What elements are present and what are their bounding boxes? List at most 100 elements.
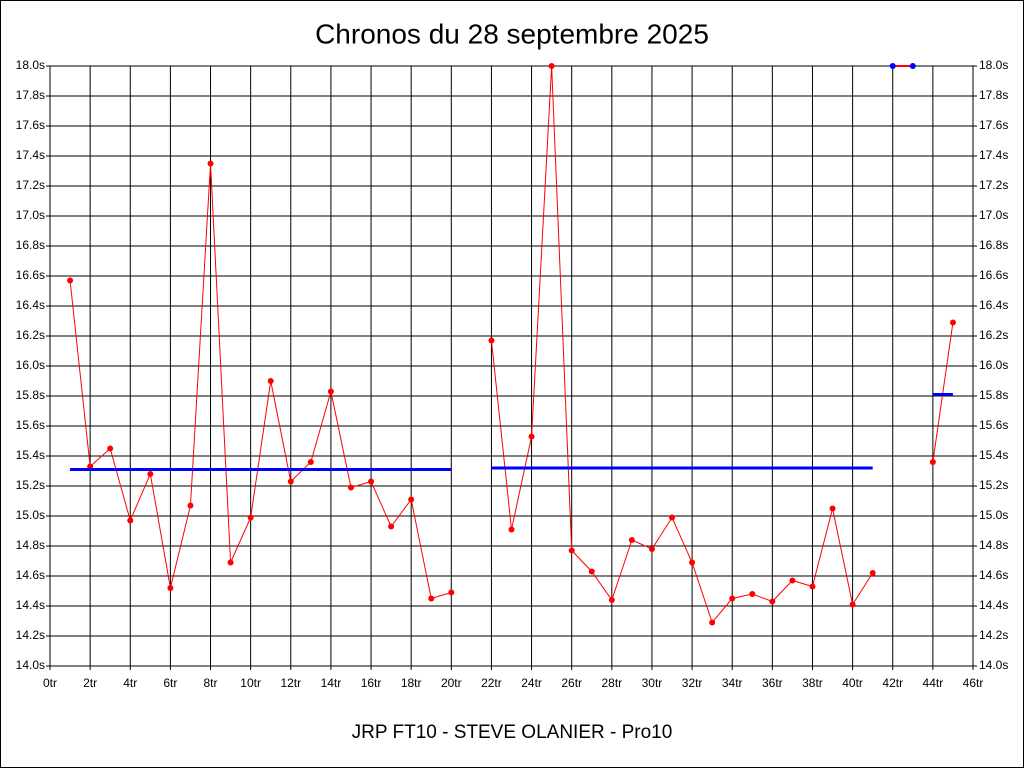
x-tick-label: 18tr: [401, 676, 422, 690]
y-tick-label: 15.4s: [16, 448, 45, 462]
y2-tick-label: 17.8s: [979, 88, 1008, 102]
point: [167, 585, 174, 591]
y-tick-label: 15.8s: [16, 388, 45, 402]
point: [789, 577, 796, 584]
y-tick-label: 17.6s: [16, 118, 45, 132]
point: [869, 570, 876, 576]
y2-tick-label: 15.0s: [979, 508, 1008, 522]
x-tick-label: 2tr: [83, 676, 97, 690]
point: [548, 63, 555, 69]
y2-tick-label: 17.2s: [979, 178, 1008, 192]
point: [608, 597, 615, 603]
y-tick-label: 14.4s: [16, 598, 45, 612]
point: [809, 583, 816, 590]
point: [508, 526, 515, 533]
x-tick-label: 28tr: [601, 676, 622, 690]
y2-tick-label: 15.2s: [979, 478, 1008, 492]
y-tick-label: 14.2s: [16, 628, 45, 642]
y-tick-label: 18.0s: [16, 58, 45, 72]
x-tick-label: 26tr: [561, 676, 582, 690]
y-tick-label: 16.4s: [16, 298, 45, 312]
point: [769, 598, 776, 605]
y-tick-label: 17.0s: [16, 208, 45, 222]
x-tick-label: 16tr: [361, 676, 382, 690]
point: [408, 496, 415, 503]
point: [147, 471, 154, 477]
y2-tick-label: 16.2s: [979, 328, 1008, 342]
point: [588, 568, 595, 575]
y-tick-label: 15.0s: [16, 508, 45, 522]
point: [829, 505, 836, 512]
y2-tick-label: 14.8s: [979, 538, 1008, 552]
point: [568, 547, 575, 554]
point: [267, 378, 274, 384]
x-tick-label: 40tr: [842, 676, 863, 690]
point: [388, 523, 395, 530]
series-line: [69, 65, 954, 624]
x-tick-label: 24tr: [521, 676, 542, 690]
y2-tick-label: 17.4s: [979, 148, 1008, 162]
point: [949, 319, 956, 326]
y2-tick-label: 16.6s: [979, 268, 1008, 282]
y2-tick-label: 17.6s: [979, 118, 1008, 132]
x-tick-label: 12tr: [280, 676, 301, 690]
y-tick-label: 14.6s: [16, 568, 45, 582]
y2-tick-label: 16.8s: [979, 238, 1008, 252]
y2-tick-label: 14.4s: [979, 598, 1008, 612]
point: [347, 484, 354, 491]
point: [909, 63, 916, 69]
point: [669, 514, 676, 521]
point: [929, 459, 936, 465]
point: [729, 595, 736, 602]
y2-tick-label: 14.6s: [979, 568, 1008, 582]
y-tick-label: 17.8s: [16, 88, 45, 102]
point: [488, 337, 495, 344]
point: [127, 517, 134, 524]
x-tick-label: 30tr: [642, 676, 663, 690]
x-tick-label: 6tr: [163, 676, 177, 690]
x-tick-label: 8tr: [204, 676, 218, 690]
point: [749, 591, 756, 597]
point: [287, 478, 294, 485]
point: [648, 546, 655, 552]
x-tick-label: 42tr: [882, 676, 903, 690]
x-tick-label: 10tr: [240, 676, 261, 690]
y2-tick-label: 18.0s: [979, 58, 1008, 72]
x-tick-label: 32tr: [682, 676, 703, 690]
y2-tick-label: 15.6s: [979, 418, 1008, 432]
point: [849, 601, 856, 608]
point: [368, 478, 375, 485]
y-tick-label: 16.8s: [16, 238, 45, 252]
point: [67, 277, 74, 284]
point: [207, 160, 214, 167]
y2-tick-label: 14.0s: [979, 658, 1008, 672]
x-tick-label: 22tr: [481, 676, 502, 690]
point: [448, 589, 455, 596]
point: [227, 559, 234, 566]
x-tick-label: 14tr: [321, 676, 342, 690]
y-tick-label: 15.6s: [16, 418, 45, 432]
point: [709, 619, 716, 626]
point: [327, 388, 334, 395]
y-tick-label: 16.0s: [16, 358, 45, 372]
point: [187, 502, 194, 509]
y2-tick-label: 15.4s: [979, 448, 1008, 462]
y-tick-label: 17.4s: [16, 148, 45, 162]
point: [528, 433, 535, 440]
x-tick-label: 0tr: [43, 676, 57, 690]
point: [889, 63, 896, 69]
x-tick-label: 36tr: [762, 676, 783, 690]
x-tick-label: 20tr: [441, 676, 462, 690]
y2-tick-label: 16.4s: [979, 298, 1008, 312]
y2-tick-label: 14.2s: [979, 628, 1008, 642]
point: [428, 595, 435, 602]
y-tick-label: 17.2s: [16, 178, 45, 192]
x-tick-label: 34tr: [722, 676, 743, 690]
y-tick-label: 16.2s: [16, 328, 45, 342]
y-tick-label: 15.2s: [16, 478, 45, 492]
y2-tick-label: 17.0s: [979, 208, 1008, 222]
chart-title: Chronos du 28 septembre 2025: [315, 18, 709, 49]
point: [107, 445, 114, 452]
